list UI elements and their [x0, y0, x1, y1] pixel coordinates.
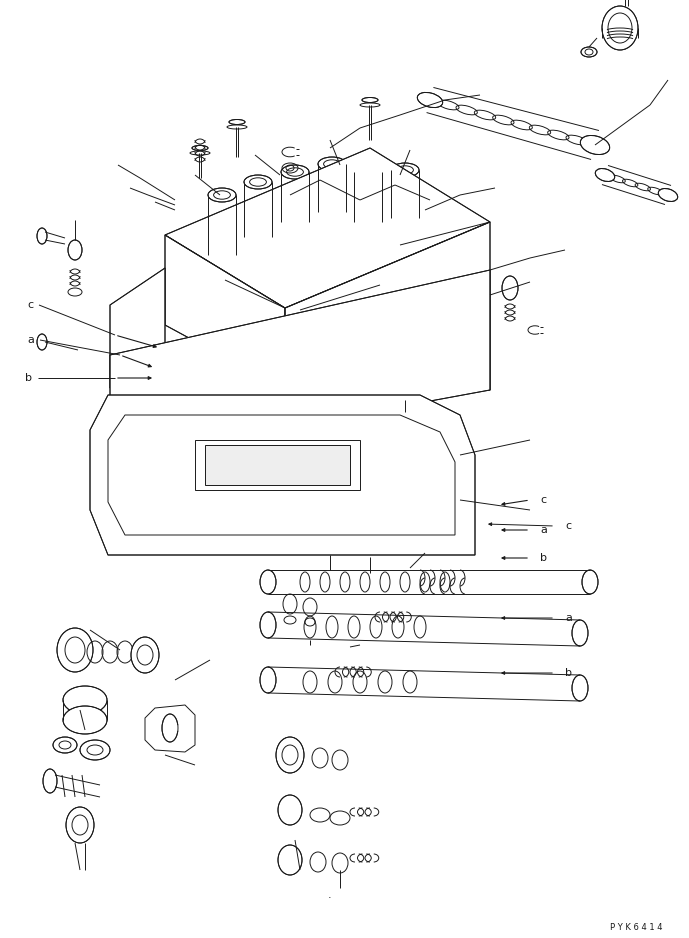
Ellipse shape [418, 93, 442, 108]
Polygon shape [90, 395, 475, 555]
Ellipse shape [66, 807, 94, 843]
Text: c: c [565, 521, 571, 531]
Ellipse shape [63, 706, 107, 734]
Ellipse shape [53, 737, 77, 753]
Text: b: b [565, 668, 572, 678]
Ellipse shape [63, 686, 107, 714]
Ellipse shape [260, 667, 276, 693]
Ellipse shape [43, 769, 57, 793]
Ellipse shape [208, 248, 236, 262]
Text: c: c [27, 300, 33, 310]
Ellipse shape [582, 570, 598, 594]
Ellipse shape [502, 276, 518, 300]
Ellipse shape [278, 795, 302, 825]
Ellipse shape [354, 215, 382, 229]
Ellipse shape [456, 526, 474, 538]
Ellipse shape [131, 637, 159, 673]
Ellipse shape [391, 163, 419, 177]
Text: P Y K 6 4 1 4: P Y K 6 4 1 4 [610, 924, 663, 932]
Ellipse shape [602, 6, 638, 50]
Text: c: c [540, 495, 546, 505]
Ellipse shape [278, 845, 302, 875]
Ellipse shape [281, 215, 309, 229]
Ellipse shape [68, 240, 82, 260]
Ellipse shape [572, 620, 588, 646]
Polygon shape [285, 222, 490, 390]
Polygon shape [110, 268, 165, 388]
Text: .: . [328, 890, 332, 900]
Polygon shape [165, 235, 285, 390]
Ellipse shape [276, 737, 304, 773]
Ellipse shape [318, 157, 346, 171]
Ellipse shape [260, 570, 276, 594]
Ellipse shape [37, 334, 47, 350]
Ellipse shape [57, 628, 93, 672]
Ellipse shape [244, 230, 272, 244]
Polygon shape [165, 148, 490, 308]
Ellipse shape [580, 135, 610, 155]
Ellipse shape [581, 47, 597, 57]
Ellipse shape [192, 145, 208, 150]
Ellipse shape [399, 412, 411, 428]
Ellipse shape [244, 175, 272, 189]
Text: a: a [565, 613, 572, 623]
Ellipse shape [354, 165, 382, 179]
Ellipse shape [595, 169, 615, 181]
Ellipse shape [318, 205, 346, 219]
Text: b: b [540, 553, 547, 563]
Ellipse shape [438, 528, 452, 538]
Ellipse shape [37, 228, 47, 244]
Ellipse shape [658, 189, 678, 202]
Ellipse shape [260, 612, 276, 638]
Ellipse shape [281, 165, 309, 179]
Ellipse shape [229, 119, 245, 125]
Ellipse shape [208, 188, 236, 202]
Polygon shape [110, 270, 490, 460]
Ellipse shape [572, 675, 588, 701]
Text: a: a [540, 525, 547, 535]
Text: b: b [25, 373, 32, 383]
Ellipse shape [80, 740, 110, 760]
Ellipse shape [391, 211, 419, 225]
Text: a: a [27, 335, 34, 345]
Ellipse shape [362, 98, 378, 102]
Polygon shape [205, 445, 350, 485]
